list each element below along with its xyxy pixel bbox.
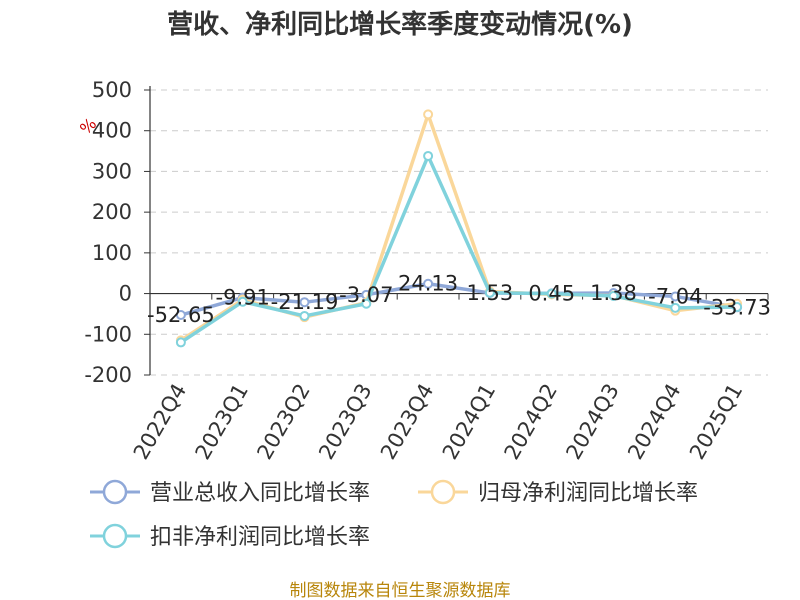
series-2-point[interactable] [732,302,743,313]
x-tick-label: 2024Q1 [438,380,500,464]
series-2-point[interactable] [484,287,495,298]
series-2-point[interactable] [175,337,186,348]
data-label: -9.91 [216,286,270,310]
data-label: -52.65 [147,303,215,327]
x-tick-label: 2024Q3 [561,380,623,464]
data-label: 1.38 [590,281,637,305]
series-layer [175,109,743,348]
data-label: -3.07 [339,283,393,307]
series-0-point[interactable] [299,297,310,308]
x-tick-label: 2022Q4 [129,380,191,464]
y-tick-label: 100 [92,241,132,265]
series-2-point[interactable] [670,302,681,313]
series-line-0 [180,281,738,317]
y-axis-ticks: 500 400 300 200 100 0 -100 -200 [84,78,150,387]
data-label: 0.45 [528,281,575,305]
series-2-point[interactable] [237,296,248,307]
data-label: 24.13 [398,272,458,296]
series-2-point[interactable] [299,310,310,321]
axes [149,86,768,375]
source-note: 制图数据来自恒生聚源数据库 [290,581,511,600]
data-label: 1.53 [467,281,514,305]
x-axis-ticks: 2022Q4 2023Q1 2023Q2 2023Q3 2023Q4 2024Q1 2024… [129,293,769,464]
x-tick-label: 2024Q4 [623,380,685,464]
series-2-point[interactable] [546,288,557,299]
legend-item-2[interactable]: 扣非净利润同比增长率 [90,523,370,550]
grid-lines [150,89,768,376]
x-tick-label: 2024Q2 [500,380,562,464]
y-tick-label: -200 [84,363,132,387]
y-tick-label: 300 [92,159,132,183]
x-tick-label: 2023Q2 [252,380,314,464]
legend-marker [102,523,128,549]
legend-marker [102,479,128,505]
legend-item-1[interactable]: 归母净利润同比增长率 [418,479,698,506]
series-0-point[interactable] [423,278,434,289]
series-0-point[interactable] [670,291,681,302]
legend-label: 归母净利润同比增长率 [478,481,698,506]
y-tick-label: -100 [84,322,132,346]
chart-title: 营收、净利同比增长率季度变动情况(%) [167,9,633,40]
legend-label: 营业总收入同比增长率 [150,481,370,506]
y-tick-label: 0 [119,282,132,306]
x-tick-label: 2023Q3 [314,380,376,464]
data-label: -21.19 [271,290,339,314]
x-tick-label: 2023Q1 [191,380,253,464]
series-0-point[interactable] [175,310,186,321]
data-labels: -52.65-9.91 -21.19 -3.07 24.13 1.53 0.45 1.38-… [147,272,771,327]
series-2-point[interactable] [608,291,619,302]
x-tick-label: 2025Q1 [685,380,747,464]
legend-label: 扣非净利润同比增长率 [150,525,370,550]
series-line-2 [179,154,738,344]
series-1-point[interactable] [423,109,434,120]
legend-marker [430,479,456,505]
x-tick-label: 2023Q4 [376,379,438,463]
y-tick-label: 500 [92,78,132,102]
legend-item-0[interactable]: 营业总收入同比增长率 [90,479,370,506]
series-2-point[interactable] [423,150,434,161]
series-2-point[interactable] [361,298,372,309]
y-tick-label: 200 [92,200,132,224]
data-label: -33.73 [703,295,771,319]
y-tick-label: 400 [92,119,132,143]
data-label: -7.04 [648,284,702,308]
